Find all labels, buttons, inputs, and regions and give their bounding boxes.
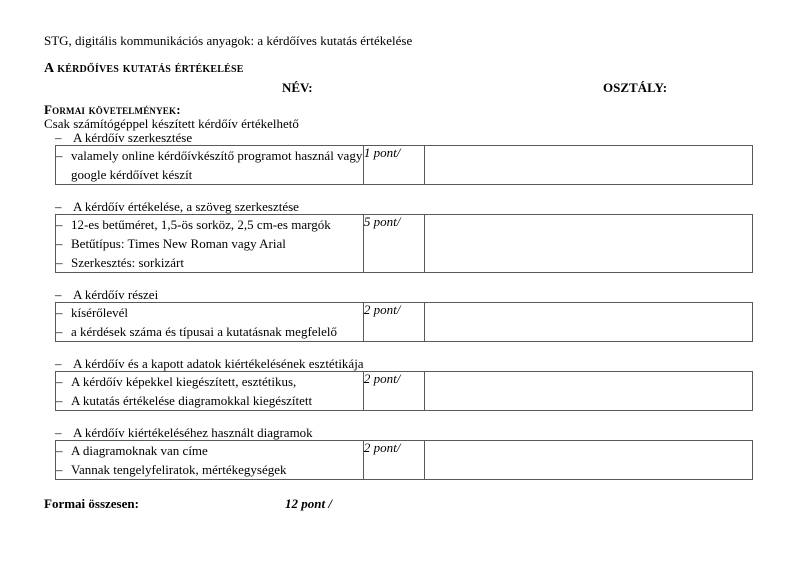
criterion: – a kérdések száma és típusai a kutatásn… [56, 322, 363, 341]
criterion: – Szerkesztés: sorkizárt [56, 253, 363, 272]
bullet-dash: – [56, 148, 63, 163]
points-cell: 5 pont/ [362, 214, 426, 273]
bullet-dash: – [55, 130, 62, 145]
criterion: – A kutatás értékelése diagramokkal kieg… [56, 391, 363, 410]
points-cell: 1 pont/ [362, 145, 426, 185]
criteria-cell: – valamely online kérdőívkészítő program… [55, 145, 364, 185]
table-row: – valamely online kérdőívkészítő program… [55, 145, 753, 185]
criterion: – Vannak tengelyfeliratok, mértékegysége… [56, 460, 363, 479]
criteria-cell: – kísérőlevél – a kérdések száma és típu… [55, 302, 364, 342]
table-row: – 12-es betűméret, 1,5-ös sorköz, 2,5 cm… [55, 214, 753, 273]
bullet-dash: – [56, 443, 63, 458]
criterion-text: A kérdőív képekkel kiegészített, esztéti… [71, 374, 297, 389]
score-cell [424, 371, 753, 411]
bullet-dash: – [55, 287, 62, 302]
class-label: OSZTÁLY: [603, 80, 668, 95]
criteria-cell: – 12-es betűméret, 1,5-ös sorköz, 2,5 cm… [55, 214, 364, 273]
name-label: NÉV: [282, 80, 313, 95]
criterion-text: kísérőlevél [71, 305, 129, 320]
bullet-dash: – [55, 425, 62, 440]
bullet-dash: – [56, 462, 63, 477]
criterion: – kísérőlevél [56, 303, 363, 322]
name-class-row: NÉV: OSZTÁLY: [44, 81, 753, 95]
section-heading-text: A kérdőív részei [73, 287, 159, 302]
score-cell [424, 214, 753, 273]
rubric-table: – valamely online kérdőívkészítő program… [55, 145, 753, 185]
bullet-dash: – [55, 199, 62, 214]
bullet-dash: – [56, 217, 63, 232]
rubric-table: – A kérdőív képekkel kiegészített, eszté… [55, 371, 753, 411]
criterion-text: Szerkesztés: sorkizárt [71, 255, 184, 270]
criterion-text: 12-es betűméret, 1,5-ös sorköz, 2,5 cm-e… [71, 217, 331, 232]
section-heading: – A kérdőív és a kapott adatok kiértékel… [44, 357, 753, 371]
table-row: – A kérdőív képekkel kiegészített, eszté… [55, 371, 753, 411]
criterion: – valamely online kérdőívkészítő program… [56, 146, 363, 184]
criterion: – 12-es betűméret, 1,5-ös sorköz, 2,5 cm… [56, 215, 363, 234]
criteria-cell: – A kérdőív képekkel kiegészített, eszté… [55, 371, 364, 411]
points-cell: 2 pont/ [362, 302, 426, 342]
section-heading-text: A kérdőív szerkesztése [73, 130, 193, 145]
score-cell [424, 145, 753, 185]
running-title: STG, digitális kommunikációs anyagok: a … [44, 33, 413, 48]
criterion-text: A diagramoknak van címe [71, 443, 208, 458]
score-cell [424, 302, 753, 342]
bullet-dash: – [56, 255, 63, 270]
requirements-heading: Formai követelmények: [44, 102, 181, 117]
summary-row: Formai összesen: 12 pont / [44, 496, 753, 511]
section-heading: – A kérdőív értékelése, a szöveg szerkes… [44, 200, 753, 214]
criterion-text: a kérdések száma és típusai a kutatásnak… [71, 324, 338, 339]
section-heading: – A kérdőív szerkesztése [44, 131, 753, 145]
points-cell: 2 pont/ [362, 440, 426, 480]
table-row: – A diagramoknak van címe – Vannak tenge… [55, 440, 753, 480]
points-cell: 2 pont/ [362, 371, 426, 411]
criterion-text: Betűtípus: Times New Roman vagy Arial [71, 236, 286, 251]
criterion: – A kérdőív képekkel kiegészített, eszté… [56, 372, 363, 391]
total-points: 12 pont / [285, 496, 332, 511]
bullet-dash: – [55, 356, 62, 371]
rubric-table: – 12-es betűméret, 1,5-ös sorköz, 2,5 cm… [55, 214, 753, 273]
section-kerdoiv-szerkesztese: – A kérdőív szerkesztése – valamely onli… [44, 131, 753, 185]
section-heading-text: A kérdőív kiértékeléséhez használt diagr… [73, 425, 313, 440]
table-row: – kísérőlevél – a kérdések száma és típu… [55, 302, 753, 342]
criterion: – Betűtípus: Times New Roman vagy Arial [56, 234, 363, 253]
section-heading: – A kérdőív részei [44, 288, 753, 302]
criteria-cell: – A diagramoknak van címe – Vannak tenge… [55, 440, 364, 480]
rubric-table: – kísérőlevél – a kérdések száma és típu… [55, 302, 753, 342]
score-cell [424, 440, 753, 480]
rubric-table: – A diagramoknak van címe – Vannak tenge… [55, 440, 753, 480]
bullet-dash: – [56, 393, 63, 408]
criterion-text: A kutatás értékelése diagramokkal kiegés… [71, 393, 313, 408]
section-esztetika: – A kérdőív és a kapott adatok kiértékel… [44, 357, 753, 411]
document-title: A kérdőíves kutatás értékelése [44, 61, 244, 76]
bullet-dash: – [56, 374, 63, 389]
section-kerdoiv-reszei: – A kérdőív részei – kísérőlevél – a kér… [44, 288, 753, 342]
section-diagramok: – A kérdőív kiértékeléséhez használt dia… [44, 426, 753, 480]
section-heading: – A kérdőív kiértékeléséhez használt dia… [44, 426, 753, 440]
criterion-text: valamely online kérdőívkészítő programot… [71, 148, 363, 182]
section-heading-text: A kérdőív értékelése, a szöveg szerkeszt… [73, 199, 299, 214]
bullet-dash: – [56, 305, 63, 320]
bullet-dash: – [56, 324, 63, 339]
requirements-note: Csak számítógéppel készített kérdőív ért… [44, 116, 299, 131]
total-label: Formai összesen: [44, 496, 139, 511]
section-szoveg-szerkesztese: – A kérdőív értékelése, a szöveg szerkes… [44, 200, 753, 273]
criterion: – A diagramoknak van címe [56, 441, 363, 460]
bullet-dash: – [56, 236, 63, 251]
criterion-text: Vannak tengelyfeliratok, mértékegységek [71, 462, 287, 477]
section-heading-text: A kérdőív és a kapott adatok kiértékelés… [73, 356, 364, 371]
